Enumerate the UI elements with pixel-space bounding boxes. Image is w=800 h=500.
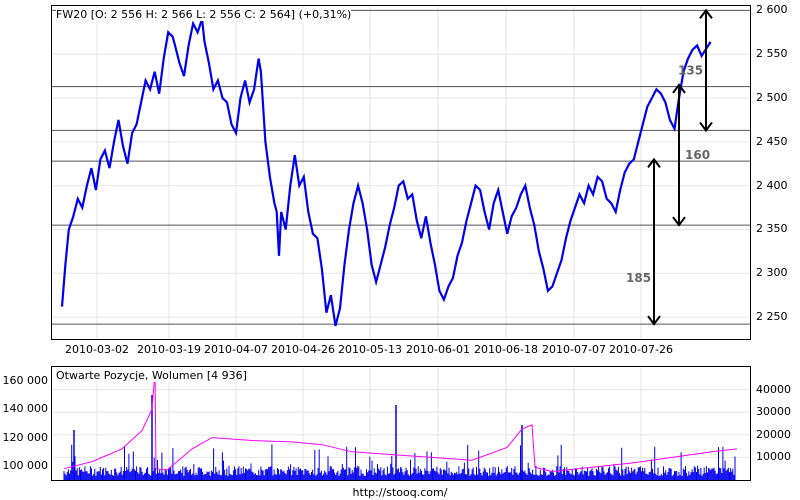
range-label-0: 185 xyxy=(626,271,651,285)
date-x-tick: 2010-05-13 xyxy=(338,343,402,356)
date-x-tick: 2010-03-19 xyxy=(137,343,201,356)
range-label-2: 135 xyxy=(678,63,703,77)
volume-chart-svg xyxy=(52,367,750,480)
price-y-tick: 2 250 xyxy=(756,310,788,324)
price-y-tick: 2 350 xyxy=(756,222,788,236)
volume-right-tick: 20000 xyxy=(756,427,791,441)
price-chart: 185 160 135 FW20 [O: 2 556 H: 2 566 L: 2 5… xyxy=(51,5,751,340)
range-label-1: 160 xyxy=(685,148,710,162)
volume-bars xyxy=(63,444,736,480)
volume-right-tick: 40000 xyxy=(756,382,791,396)
volume-left-tick: 100 000 xyxy=(2,458,49,472)
price-series-line xyxy=(60,18,712,327)
price-y-tick: 2 300 xyxy=(756,266,788,280)
open-interest-line xyxy=(63,371,738,473)
date-x-tick: 2010-07-26 xyxy=(609,343,673,356)
volume-left-tick: 140 000 xyxy=(2,402,49,416)
range-arrow-head-low-2 xyxy=(699,121,713,133)
date-x-tick: 2010-03-02 xyxy=(65,343,129,356)
range-arrow-head-high-2 xyxy=(699,8,713,19)
price-chart-svg: 185 160 135 xyxy=(52,6,750,339)
volume-chart-title: Otwarte Pozycje, Wolumen [4 936] xyxy=(56,369,247,382)
footer-url[interactable]: http://stooq.com/ xyxy=(352,486,448,499)
date-x-tick: 2010-06-18 xyxy=(474,343,538,356)
volume-chart: Otwarte Pozycje, Wolumen [4 936] xyxy=(51,366,751,481)
range-arrow-head-low-1 xyxy=(672,216,686,227)
price-y-tick: 2 550 xyxy=(756,47,788,61)
volume-right-tick: 30000 xyxy=(756,405,791,419)
price-y-tick: 2 400 xyxy=(756,178,788,192)
date-x-tick: 2010-04-07 xyxy=(204,343,268,356)
range-arrow-head-low-0 xyxy=(647,315,661,326)
price-y-tick: 2 500 xyxy=(756,91,788,104)
price-y-tick: 2 450 xyxy=(756,134,788,148)
date-x-tick: 2010-07-07 xyxy=(542,343,606,356)
volume-left-tick: 120 000 xyxy=(2,430,49,444)
date-x-tick: 2010-06-01 xyxy=(406,343,470,356)
date-x-tick: 2010-04-26 xyxy=(271,343,335,356)
range-arrow-head-high-1 xyxy=(672,83,686,94)
volume-left-tick: 160 000 xyxy=(2,374,49,388)
volume-right-tick: 10000 xyxy=(756,450,791,464)
range-arrow-head-high-0 xyxy=(647,157,661,168)
price-chart-title: FW20 [O: 2 556 H: 2 566 L: 2 556 C: 2 56… xyxy=(56,8,352,21)
price-y-tick: 2 600 xyxy=(756,3,788,17)
